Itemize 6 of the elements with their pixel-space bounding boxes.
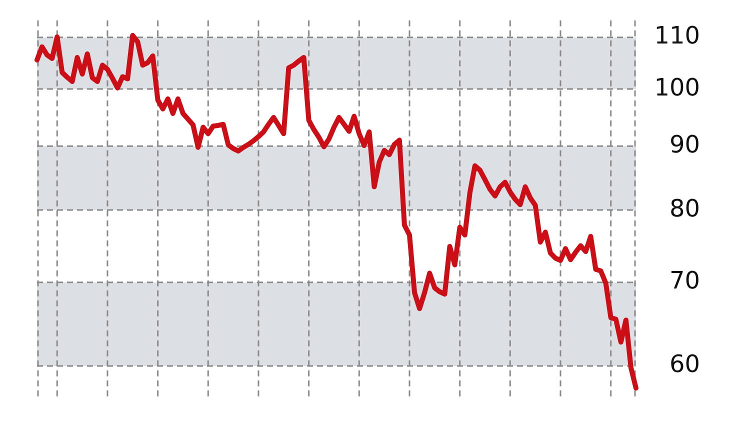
y-tick-label: 70: [669, 266, 700, 295]
y-tick-label: 90: [669, 130, 700, 158]
y-tick-label: 80: [669, 194, 700, 222]
y-tick-label: 100: [654, 73, 700, 102]
y-tick-label: 110: [654, 22, 700, 50]
y-tick-label: 60: [669, 350, 700, 378]
